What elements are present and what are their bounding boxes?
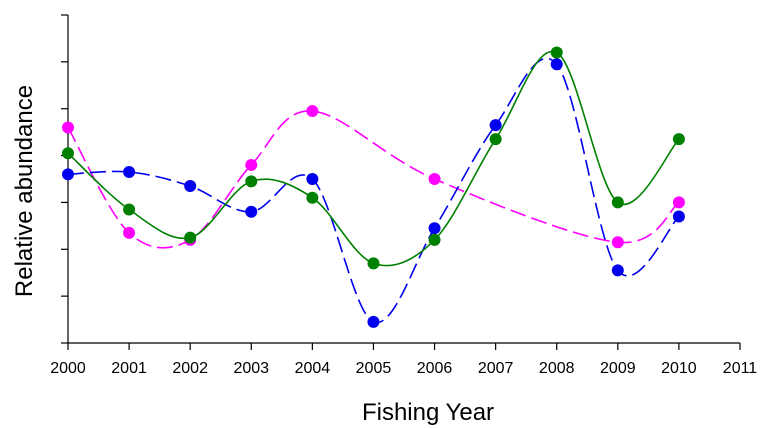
data-point <box>62 168 74 181</box>
data-point <box>62 121 74 134</box>
x-tick-label: 2001 <box>111 360 147 377</box>
data-point <box>306 191 319 204</box>
series-line <box>67 110 680 249</box>
data-point <box>123 203 136 216</box>
data-point <box>245 158 258 171</box>
x-tick-label: 2006 <box>417 360 453 377</box>
x-tick-label: 2002 <box>172 360 208 377</box>
x-tick-label: 2009 <box>600 360 636 377</box>
x-tick-label: 2003 <box>233 360 269 377</box>
data-point <box>245 175 258 188</box>
data-point <box>550 46 563 59</box>
data-point <box>489 119 502 132</box>
series-line <box>67 50 680 267</box>
data-point <box>428 173 441 185</box>
y-axis-title: Relative abundance <box>11 85 38 297</box>
series-line <box>67 57 680 324</box>
data-point <box>62 147 74 160</box>
data-point <box>367 257 380 270</box>
x-tick-label: 2008 <box>539 360 575 377</box>
data-point <box>245 205 258 218</box>
axes: 2000 2001 2002 2003 2004 2005 2006 2007 2008 2009… <box>50 14 758 377</box>
data-point <box>184 231 197 244</box>
data-point <box>367 315 380 328</box>
series-layer <box>62 46 685 328</box>
data-point <box>611 264 624 277</box>
data-point <box>428 233 441 246</box>
data-point <box>611 236 624 249</box>
x-tick-label: 2005 <box>356 360 392 377</box>
data-point <box>672 133 685 146</box>
data-point <box>550 58 563 71</box>
x-tick-label: 2000 <box>50 360 86 377</box>
data-point <box>306 105 319 118</box>
data-point <box>123 226 136 239</box>
x-tick-label: 2004 <box>295 360 331 377</box>
x-tick-label: 2010 <box>661 360 697 377</box>
data-point <box>428 222 441 235</box>
x-tick-label: 2011 <box>723 360 758 377</box>
x-axis-title: Fishing Year <box>362 399 494 426</box>
data-point <box>489 133 502 146</box>
data-point <box>184 180 197 193</box>
series-2 <box>62 57 685 328</box>
data-point <box>672 196 685 209</box>
data-point <box>611 196 624 209</box>
series-3 <box>62 46 685 270</box>
data-point <box>306 173 319 185</box>
data-point <box>672 210 685 223</box>
data-point <box>123 165 136 178</box>
x-tick-label: 2007 <box>478 360 514 377</box>
